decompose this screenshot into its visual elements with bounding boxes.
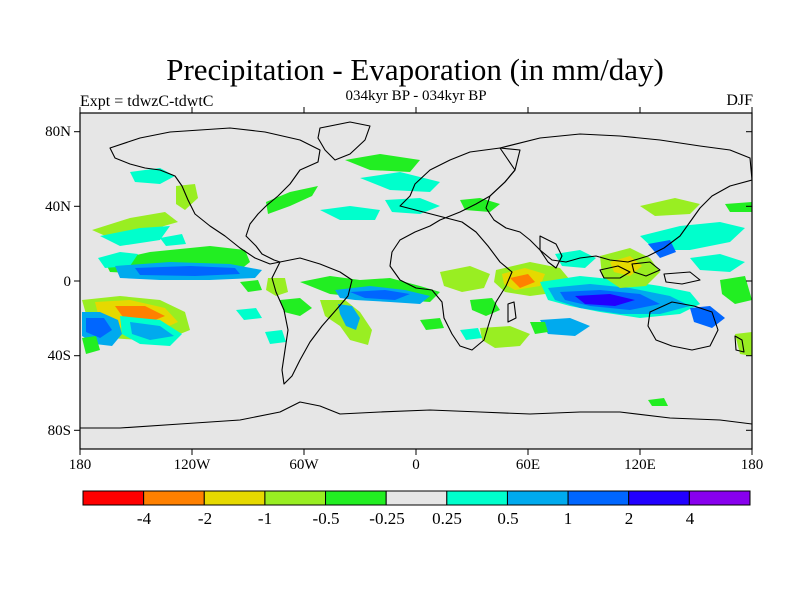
- colorbar-swatch: [264, 490, 327, 506]
- lon-label-120w: 120W: [174, 457, 212, 473]
- season-label: DJF: [726, 92, 753, 109]
- lon-tick-labels: 180 120W 60W 0 60E 120E 180: [69, 457, 764, 473]
- colorbar-label: -4: [137, 509, 152, 528]
- precip-evap-field: [80, 121, 752, 429]
- colorbar-label: 2: [625, 509, 634, 528]
- lon-label-180e: 180: [741, 457, 764, 473]
- colorbar-swatch: [82, 490, 145, 506]
- coastlines: [80, 121, 752, 429]
- colorbar-swatch: [688, 490, 751, 506]
- colorbar: -4 -2 -1 -0.5 -0.25 0.25 0.5 1 2 4: [82, 490, 751, 528]
- lat-ticks: [74, 131, 752, 431]
- lon-label-120e: 120E: [624, 457, 656, 473]
- lat-label-80n: 80N: [45, 124, 71, 140]
- colorbar-labels: -4 -2 -1 -0.5 -0.25 0.25 0.5 1 2 4: [137, 509, 695, 528]
- lon-ticks: [79, 107, 753, 455]
- colorbar-label: 0.25: [432, 509, 462, 528]
- colorbar-label: -0.5: [313, 509, 340, 528]
- colorbar-swatch: [628, 490, 690, 506]
- page-title: Precipitation - Evaporation (in mm/day): [166, 52, 664, 87]
- lat-label-80s: 80S: [48, 423, 71, 439]
- subtitle: 034kyr BP - 034kyr BP: [345, 88, 487, 104]
- pacific-anomalies: [82, 246, 288, 346]
- colorbar-label: 1: [564, 509, 573, 528]
- southern-anomalies: [82, 234, 482, 354]
- lon-label-180w: 180: [69, 457, 92, 473]
- colorbar-boxes: [82, 490, 751, 506]
- experiment-label: Expt = tdwzC-tdwtC: [80, 93, 214, 110]
- northern-anomalies: [92, 154, 500, 246]
- lat-label-40n: 40N: [45, 199, 71, 215]
- lat-label-40s: 40S: [48, 348, 71, 364]
- lon-label-60e: 60E: [516, 457, 540, 473]
- lon-label-60w: 60W: [289, 457, 319, 473]
- colorbar-swatch: [143, 490, 205, 506]
- colorbar-label: -1: [258, 509, 272, 528]
- colorbar-swatch: [203, 490, 266, 506]
- colorbar-swatch: [506, 490, 569, 506]
- lat-tick-labels: 80N 40N 0 40S 80S: [45, 124, 71, 439]
- lat-label-0: 0: [64, 274, 72, 290]
- colorbar-label: 4: [686, 509, 695, 528]
- colorbar-swatch: [446, 490, 508, 506]
- lon-label-0: 0: [412, 457, 420, 473]
- colorbar-label: -0.25: [369, 509, 404, 528]
- colorbar-swatch: [567, 490, 630, 506]
- colorbar-swatch: [325, 490, 387, 506]
- colorbar-label: 0.5: [497, 509, 518, 528]
- colorbar-swatch: [385, 490, 448, 506]
- indo-pacific-anomalies: [494, 198, 752, 406]
- colorbar-label: -2: [198, 509, 212, 528]
